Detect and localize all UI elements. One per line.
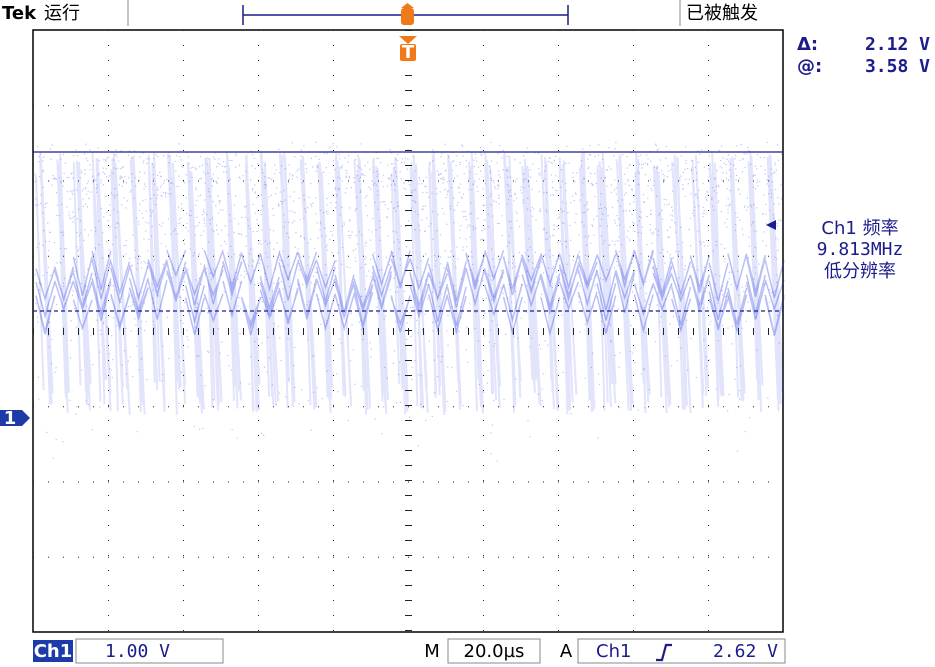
delta-label: Δ: bbox=[797, 34, 818, 55]
run-status: 运行 bbox=[44, 3, 80, 24]
brand: Tek bbox=[2, 3, 37, 24]
time-prefix: M bbox=[424, 641, 440, 662]
channel-badge bbox=[33, 640, 73, 662]
timebase: 20.0µs bbox=[464, 641, 525, 662]
trigger-source: Ch1 bbox=[596, 641, 631, 662]
at-value: 3.58 V bbox=[865, 56, 930, 77]
trigger-box bbox=[577, 638, 786, 664]
trigger-marker-label: T bbox=[402, 42, 415, 63]
channel-marker-label: 1 bbox=[4, 408, 17, 429]
channel-scale: 1.00 V bbox=[105, 641, 170, 662]
delta-value: 2.12 V bbox=[865, 34, 930, 55]
channel-badge-label: Ch1 bbox=[34, 641, 73, 662]
frequency-title: Ch1 频率 bbox=[821, 218, 898, 239]
trigger-status: 已被触发 bbox=[686, 3, 758, 24]
level-marker bbox=[766, 220, 776, 230]
wave-spikes bbox=[35, 152, 785, 415]
at-label: @: bbox=[797, 56, 822, 77]
scale-box bbox=[75, 638, 224, 664]
waveform bbox=[34, 141, 785, 462]
record-view bbox=[242, 3, 569, 25]
slope-icon bbox=[656, 643, 672, 662]
frequency-mode: 低分辨率 bbox=[824, 261, 896, 282]
trigger-level: 2.62 V bbox=[713, 641, 778, 662]
timebase-box bbox=[447, 638, 541, 664]
trigger-prefix: A bbox=[560, 641, 573, 662]
channel-marker: 1 bbox=[0, 408, 30, 429]
trigger-marker: T bbox=[399, 36, 417, 63]
frequency-value: 9.813MHz bbox=[817, 239, 904, 260]
